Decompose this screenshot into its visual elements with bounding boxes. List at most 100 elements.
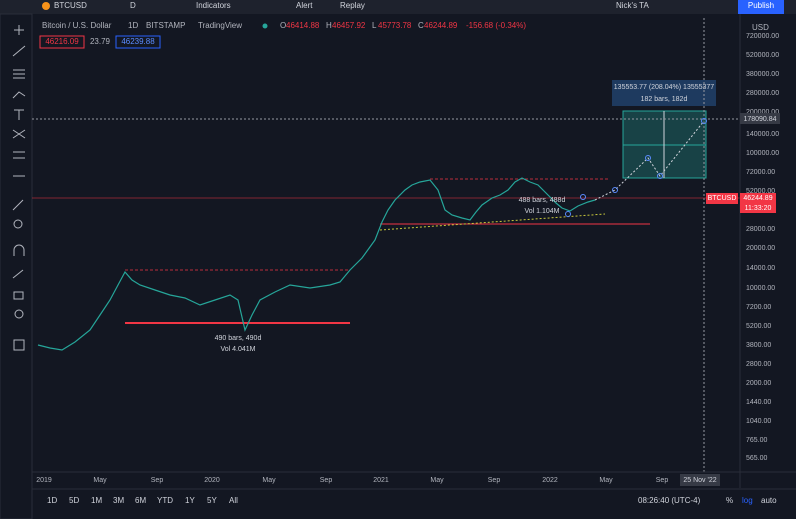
range2-vol: Vol 1.104M	[524, 208, 559, 215]
price-label: 52000.00	[746, 188, 775, 195]
brush-tool[interactable]	[12, 91, 26, 99]
range2-bars: 488 bars, 488d	[519, 197, 566, 204]
time-label: Sep	[656, 477, 669, 484]
ohlc-o-label: O	[280, 21, 286, 30]
layout-name[interactable]: Nick's TA	[616, 1, 649, 10]
symbol[interactable]: BTCUSD	[54, 1, 87, 10]
price-label: 380000.00	[746, 71, 779, 78]
time-label: May	[430, 477, 444, 484]
btc-icon	[42, 2, 50, 10]
delete-tool[interactable]	[13, 339, 25, 351]
trend-tool[interactable]	[12, 45, 26, 57]
price-label: 720000.00	[746, 33, 779, 40]
price-label: 520000.00	[746, 52, 779, 59]
price-label: 765.00	[746, 437, 768, 444]
lock-tool[interactable]	[13, 291, 24, 300]
projection-label-box	[612, 80, 716, 106]
auto-toggle[interactable]: auto	[761, 496, 777, 505]
publish-label[interactable]: Publish	[748, 1, 774, 10]
fib-tool[interactable]	[13, 69, 25, 79]
log-toggle[interactable]: log	[742, 496, 753, 505]
price-label: 1040.00	[746, 418, 771, 425]
time-label: May	[93, 477, 107, 484]
range-button[interactable]: YTD	[157, 496, 173, 505]
last-price: 46244.89	[743, 195, 772, 202]
top-bar	[0, 0, 796, 14]
last-price-box	[740, 193, 776, 213]
price-label: 7200.00	[746, 304, 771, 311]
projection-line1: 135553.77 (208.04%) 13555377	[614, 84, 715, 91]
time-label: May	[599, 477, 613, 484]
price-label: 140000.00	[746, 131, 779, 138]
price-label: 200000.00	[746, 109, 779, 116]
time-labels: 2019 May Sep 2020 May Sep 2021 May Sep 2022 May Sep	[36, 477, 668, 484]
crosshair-price: 178090.84	[743, 116, 776, 123]
price-label: 3800.00	[746, 342, 771, 349]
alert[interactable]: Alert	[296, 1, 313, 10]
range-button[interactable]: 1Y	[185, 496, 195, 505]
crosshair-date-box	[680, 474, 720, 486]
text-tool[interactable]	[14, 109, 24, 120]
zoom-tool[interactable]	[13, 219, 23, 229]
legend-exchange: BITSTAMP	[146, 21, 185, 30]
ohlc: O 46414.88 H 46457.92 L 45773.78 C 46244.89 -156…	[280, 21, 526, 30]
time-label: 2019	[36, 477, 52, 484]
range-button[interactable]: 3M	[113, 496, 124, 505]
forecast-tool[interactable]	[13, 151, 25, 159]
hide-tool[interactable]	[14, 309, 24, 319]
ohlc-high: 46457.92	[332, 21, 366, 30]
range-button[interactable]: 5Y	[207, 496, 217, 505]
clock: 08:26:40 (UTC-4)	[638, 496, 701, 505]
price-label: 100000.00	[746, 150, 779, 157]
price-label: 72000.00	[746, 169, 775, 176]
range1-vol: Vol 4.041M	[220, 346, 255, 353]
pattern-tool[interactable]	[12, 129, 26, 139]
time-label: Sep	[320, 477, 333, 484]
price-label: 1440.00	[746, 399, 771, 406]
price-label: 5200.00	[746, 323, 771, 330]
legend-interval: 1D	[128, 21, 138, 30]
time-label: 2022	[542, 477, 558, 484]
time-label: Sep	[488, 477, 501, 484]
price-label: 10000.00	[746, 285, 775, 292]
stay-drawing-tool[interactable]	[12, 269, 24, 279]
percent-toggle[interactable]: %	[726, 496, 733, 505]
last-symbol: BTCUSD	[708, 195, 737, 202]
range-button[interactable]: 1D	[47, 496, 57, 505]
indicators[interactable]: Indicators	[196, 1, 231, 10]
range-button[interactable]: 6M	[135, 496, 146, 505]
ask: 46239.88	[121, 37, 155, 46]
tool-icons	[12, 25, 26, 351]
projection-line2: 182 bars, 182d	[641, 96, 688, 103]
trendline	[379, 213, 606, 231]
ohlc-c-label: C	[418, 21, 424, 30]
price-label: 28000.00	[746, 226, 775, 233]
magnet-tool[interactable]	[13, 244, 25, 256]
bid-box	[39, 35, 85, 49]
legend-name: Bitcoin / U.S. Dollar	[42, 21, 112, 30]
bid: 46216.09	[45, 37, 79, 46]
price-series	[37, 177, 596, 351]
interval[interactable]: D	[130, 1, 136, 10]
price-labels: 720000.00 520000.00 380000.00 280000.00 2000…	[746, 33, 779, 462]
forecast-points	[565, 118, 707, 217]
last-symbol-box	[706, 193, 738, 204]
range-button[interactable]: All	[229, 496, 238, 505]
ohlc-change: -156.68 (-0.34%)	[466, 21, 526, 30]
range-button[interactable]: 1M	[91, 496, 102, 505]
time-label: May	[262, 477, 276, 484]
price-label: 2800.00	[746, 361, 771, 368]
ruler-tool[interactable]	[12, 199, 24, 211]
crosshair-price-box	[740, 113, 780, 124]
price-label: 280000.00	[746, 90, 779, 97]
replay[interactable]: Replay	[340, 1, 365, 10]
status-dot	[262, 23, 268, 29]
price-label: 20000.00	[746, 245, 775, 252]
publish-button[interactable]	[738, 0, 784, 14]
ohlc-low: 45773.78	[378, 21, 412, 30]
range1-bars: 490 bars, 490d	[215, 335, 262, 342]
range-button[interactable]: 5D	[69, 496, 79, 505]
crosshair-tool[interactable]	[14, 25, 24, 35]
